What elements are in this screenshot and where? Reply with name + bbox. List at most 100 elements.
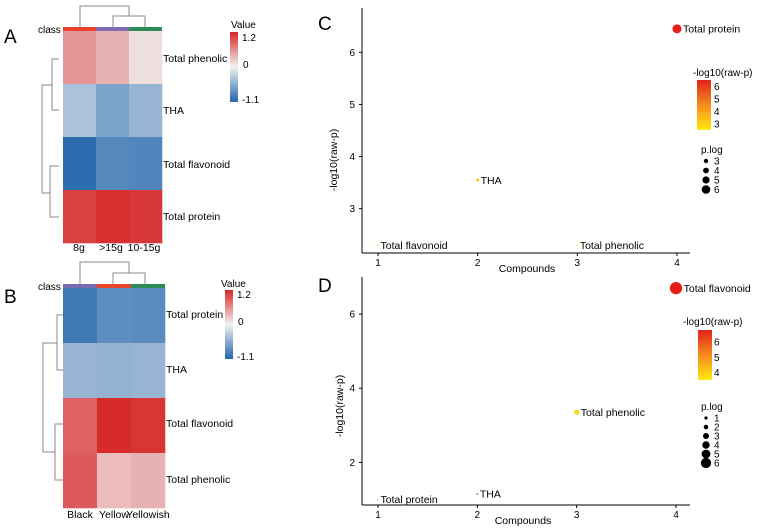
class-bar-10-15g bbox=[129, 27, 162, 31]
row-label-tha: THA bbox=[166, 364, 187, 376]
point-total-protein bbox=[672, 24, 682, 34]
size-legend-dot-3 bbox=[703, 433, 709, 439]
row-label-total-phenolic: Total phenolic bbox=[163, 53, 227, 65]
size-legend-label-4: 4 bbox=[714, 441, 720, 452]
point-total-flavonoid bbox=[377, 244, 379, 247]
size-legend-title: p.log bbox=[701, 145, 723, 156]
color-legend-tick-5: 5 bbox=[714, 94, 720, 105]
y-tick-label-5: 5 bbox=[349, 100, 355, 111]
x-ticks: 1 2 3 4 bbox=[375, 253, 680, 269]
cell-total-flavonoid-black bbox=[63, 398, 98, 454]
size-legend-dot-3 bbox=[703, 158, 709, 164]
size-legend-label-3: 3 bbox=[714, 157, 720, 168]
row-label-total-flavonoid: Total flavonoid bbox=[166, 418, 233, 430]
color-legend-title: -log10(raw-p) bbox=[693, 68, 752, 79]
x-tick-label-1: 1 bbox=[375, 258, 381, 269]
size-legend-dot-6 bbox=[701, 185, 711, 194]
size-legend-label-6: 6 bbox=[714, 459, 720, 470]
class-label: class bbox=[38, 25, 61, 36]
point-tha bbox=[476, 178, 480, 182]
colorbar bbox=[230, 32, 238, 102]
point-label-total-flavonoid: Total flavonoid bbox=[381, 240, 448, 252]
cell-total-protein-yellowish bbox=[131, 288, 166, 344]
color-legend-tick-4: 4 bbox=[714, 107, 720, 118]
cell-total-phenolic-black bbox=[63, 453, 98, 509]
size-legend-dot-6 bbox=[700, 457, 712, 469]
point-total-phenolic bbox=[574, 409, 580, 415]
heatmap-a: class Total phenolic THA Total flavonoid… bbox=[38, 5, 260, 254]
point-total-phenolic bbox=[576, 244, 579, 247]
class-bar-black bbox=[63, 284, 97, 288]
cell-total-phenolic-15g bbox=[96, 31, 130, 85]
y-tick-label-3: 3 bbox=[349, 204, 355, 215]
row-label-total-flavonoid: Total flavonoid bbox=[163, 159, 230, 171]
x-ticks: 1 2 3 4 bbox=[375, 505, 679, 521]
x-tick-label-4: 4 bbox=[674, 258, 680, 269]
cell-total-phenolic-10-15g bbox=[129, 31, 163, 85]
legend-tick-zero: 0 bbox=[238, 317, 244, 328]
heatmap-cells bbox=[63, 31, 163, 244]
point-label-total-protein: Total protein bbox=[381, 494, 438, 506]
column-dendrogram bbox=[79, 5, 146, 28]
size-legend-title: p.log bbox=[701, 402, 723, 413]
heatmap-b: class Total protein THA Total flavonoid … bbox=[38, 261, 255, 521]
panel-label-d: D bbox=[318, 276, 332, 297]
panel-label-c: C bbox=[318, 14, 332, 35]
cell-total-protein-yellow bbox=[97, 288, 132, 344]
size-legend-label-4: 4 bbox=[714, 166, 720, 177]
cell-tha-yellowish bbox=[131, 343, 166, 399]
cell-total-phenolic-yellowish bbox=[131, 453, 166, 509]
row-label-total-protein: Total protein bbox=[163, 211, 220, 223]
size-legend-dot-4 bbox=[703, 167, 709, 174]
color-legend-tick-6: 6 bbox=[714, 82, 720, 93]
size-legend-dot-2 bbox=[703, 424, 709, 430]
cell-total-phenolic-yellow bbox=[97, 453, 132, 509]
class-bar-15g bbox=[96, 27, 129, 31]
legend-tick-max: 1.2 bbox=[237, 290, 251, 301]
point-label-tha: THA bbox=[480, 489, 501, 501]
cell-total-protein-black bbox=[63, 288, 98, 344]
x-tick-label-3: 3 bbox=[575, 258, 581, 269]
class-bar bbox=[63, 27, 162, 31]
cell-tha-black bbox=[63, 343, 98, 399]
y-tick-label-4: 4 bbox=[349, 384, 355, 395]
cell-total-protein-15g bbox=[96, 190, 130, 244]
colorbar bbox=[698, 330, 712, 380]
class-label: class bbox=[38, 282, 61, 293]
y-tick-label-6: 6 bbox=[349, 48, 355, 59]
color-legend-tick-5: 5 bbox=[714, 353, 720, 364]
column-label-yellow: Yellow bbox=[99, 509, 129, 521]
heatmap-cells bbox=[63, 288, 166, 509]
size-legend-label-6: 6 bbox=[714, 185, 720, 196]
class-bar-yellowish bbox=[131, 284, 165, 288]
row-dendrogram bbox=[42, 314, 63, 481]
y-ticks: 3 4 5 6 bbox=[349, 48, 362, 215]
point-label-total-flavonoid: Total flavonoid bbox=[684, 283, 751, 295]
x-axis-label: Compounds bbox=[495, 515, 552, 527]
row-label-total-protein: Total protein bbox=[166, 309, 223, 321]
class-bar-8g bbox=[63, 27, 96, 31]
y-ticks: 2 4 6 bbox=[349, 310, 362, 469]
size-legend-dot-1 bbox=[704, 416, 708, 420]
panel-label-a: A bbox=[4, 27, 17, 48]
point-total-protein bbox=[377, 498, 379, 501]
y-axis-label: -log10(raw-p) bbox=[328, 129, 340, 191]
colorbar bbox=[225, 290, 233, 359]
size-legend-label-1: 1 bbox=[714, 414, 720, 425]
color-legend-tick-3: 3 bbox=[714, 119, 720, 130]
cell-total-phenolic-8g bbox=[63, 31, 97, 85]
size-legend-dot-5 bbox=[702, 176, 710, 184]
legend-tick-min: -1.1 bbox=[237, 352, 255, 363]
size-legend-dot-5 bbox=[701, 449, 711, 459]
cell-total-flavonoid-yellow bbox=[97, 398, 132, 454]
class-bar bbox=[63, 284, 165, 288]
x-tick-label-4: 4 bbox=[673, 510, 679, 521]
legend-title: Value bbox=[221, 279, 246, 290]
size-legend-dot-4 bbox=[702, 441, 710, 449]
cell-tha-10-15g bbox=[129, 84, 163, 138]
column-label-black: Black bbox=[67, 509, 93, 521]
legend-tick-zero: 0 bbox=[243, 60, 249, 71]
